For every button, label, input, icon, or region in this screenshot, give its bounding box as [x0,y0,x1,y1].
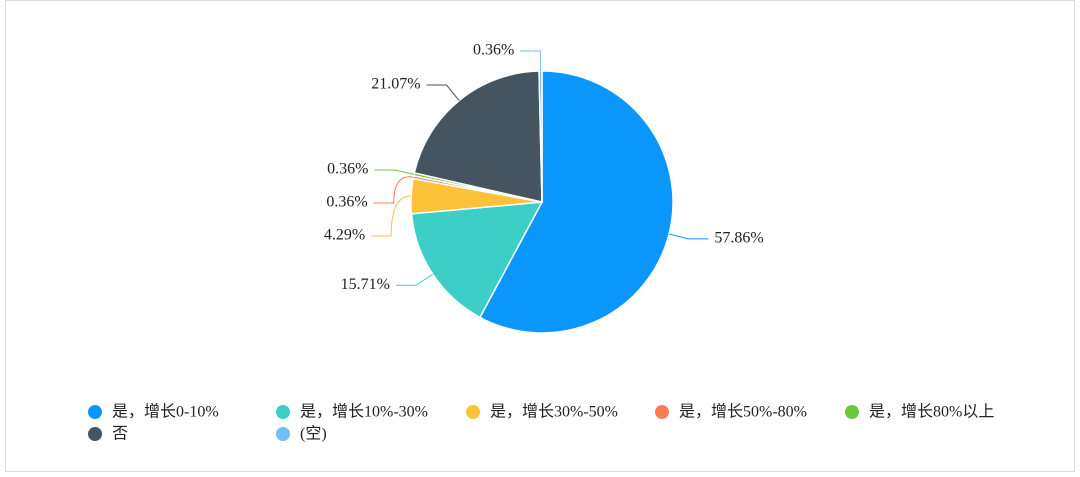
leader-line [668,233,709,240]
leader-line [371,195,412,237]
legend-label: 是，增长80%以上 [869,403,994,421]
pie-slice [410,201,544,319]
legend-marker [88,405,102,419]
legend-marker [88,427,102,441]
data-label: 57.86% [714,230,763,247]
legend-marker [276,405,290,419]
legend-label: 是，增长10%-30% [300,403,428,421]
leader-line [396,273,433,286]
legend-marker [276,427,290,441]
leader-line [373,176,414,204]
legend-label: 否 [112,426,128,443]
data-label: 0.36% [327,161,368,178]
data-label: 4.29% [324,227,365,244]
leader-line [374,169,415,175]
legend-label: (空) [300,425,327,443]
leader-line [426,84,460,101]
data-label: 0.36% [473,42,514,59]
data-label: 0.36% [326,194,367,211]
data-label: 15.71% [341,276,390,293]
legend-marker [845,405,859,419]
legend-label: 是，增长50%-80% [679,403,807,421]
pie-slice [413,70,543,203]
legend-marker [466,405,480,419]
legend-label: 是，增长30%-50% [490,403,618,421]
legend-marker [655,405,669,419]
data-label: 21.07% [371,76,420,93]
legend-label: 是，增长0-10% [112,403,219,421]
leader-line [520,50,542,72]
